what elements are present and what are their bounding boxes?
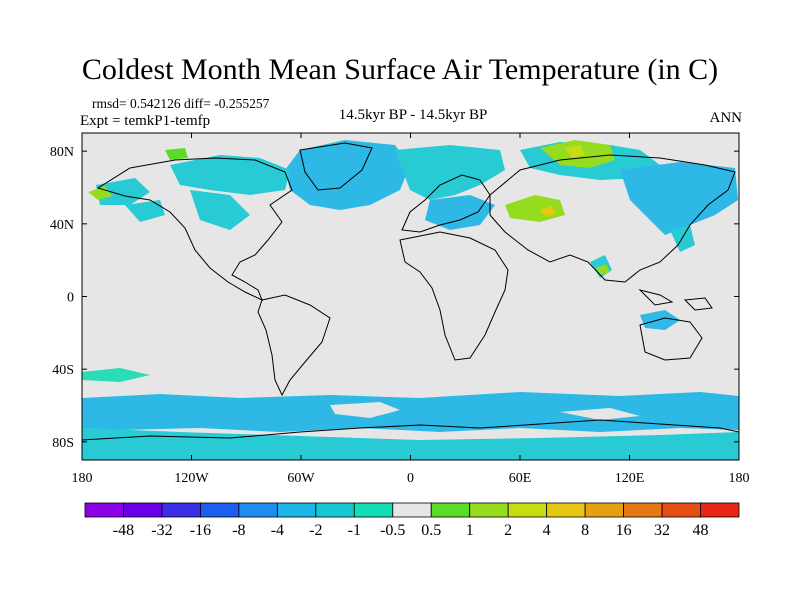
colorbar-swatch (623, 502, 663, 518)
colorbar-label: -0.5 (380, 522, 405, 539)
axis-ticks (81, 133, 740, 460)
experiment-text: Expt = temkP1-temfp (80, 113, 211, 129)
colorbar-label: -2 (309, 522, 322, 539)
y-tick-label: 0 (67, 291, 74, 306)
colorbar-label: 0.5 (421, 522, 441, 539)
colorbar-swatch (84, 502, 124, 518)
x-tick-label: 180 (729, 471, 750, 486)
colorbar-swatch (469, 502, 509, 518)
colorbar (84, 502, 740, 518)
x-tick-label: 60W (287, 471, 315, 486)
x-tick-label: 120E (615, 471, 645, 486)
colorbar-swatch (430, 502, 471, 518)
y-tick-label: 40S (52, 363, 74, 378)
colorbar-label: -16 (190, 522, 211, 539)
colorbar-swatch (200, 502, 240, 518)
x-tick-label: 120W (174, 471, 209, 486)
colorbar-swatch (315, 502, 355, 518)
colorbar-swatch (276, 502, 317, 518)
colorbar-swatch (661, 502, 701, 518)
colorbar-label: -8 (232, 522, 245, 539)
colorbar-swatch (392, 502, 432, 518)
map-title: Coldest Month Mean Surface Air Temperatu… (81, 53, 719, 86)
x-tick-label: 180 (72, 471, 93, 486)
y-tick-label: 40N (50, 218, 74, 233)
colorbar-labels: -48 -32 -16 -8 -4 -2 -1 -0.5 0.5 1 2 4 8 16 32 48 (113, 522, 709, 539)
colorbar-swatch (546, 502, 586, 518)
x-tick-label: 60E (509, 471, 532, 486)
colorbar-swatch (507, 502, 548, 518)
y-tick-label: 80S (52, 436, 74, 451)
latitude-labels: 80N 40N 0 40S 80S (50, 145, 74, 451)
statistics-text: rmsd= 0.542126 diff= -0.255257 (92, 96, 270, 111)
colorbar-label: 32 (654, 522, 670, 539)
colorbar-swatch (123, 502, 163, 518)
colorbar-label: 16 (616, 522, 632, 539)
colorbar-swatch (700, 502, 740, 518)
colorbar-swatch (584, 502, 624, 518)
longitude-labels: 180 120W 60W 0 60E 120E 180 (72, 471, 750, 486)
period-text: 14.5kyr BP - 14.5kyr BP (338, 107, 488, 123)
colorbar-swatch (161, 502, 201, 518)
colorbar-label: -1 (348, 522, 361, 539)
colorbar-label: -4 (271, 522, 284, 539)
y-tick-label: 80N (50, 145, 74, 160)
warming-regions (88, 140, 615, 275)
colorbar-swatch (238, 502, 278, 518)
coastlines (81, 142, 740, 441)
colorbar-label: -48 (113, 522, 134, 539)
colorbar-label: -32 (151, 522, 172, 539)
colorbar-label: 1 (466, 522, 474, 539)
x-tick-label: 0 (407, 471, 414, 486)
colorbar-label: 2 (504, 522, 512, 539)
season-text: ANN (709, 110, 743, 126)
colorbar-swatch (353, 502, 394, 518)
colorbar-label: 8 (581, 522, 589, 539)
colorbar-label: 4 (543, 522, 551, 539)
colorbar-label: 48 (693, 522, 709, 539)
